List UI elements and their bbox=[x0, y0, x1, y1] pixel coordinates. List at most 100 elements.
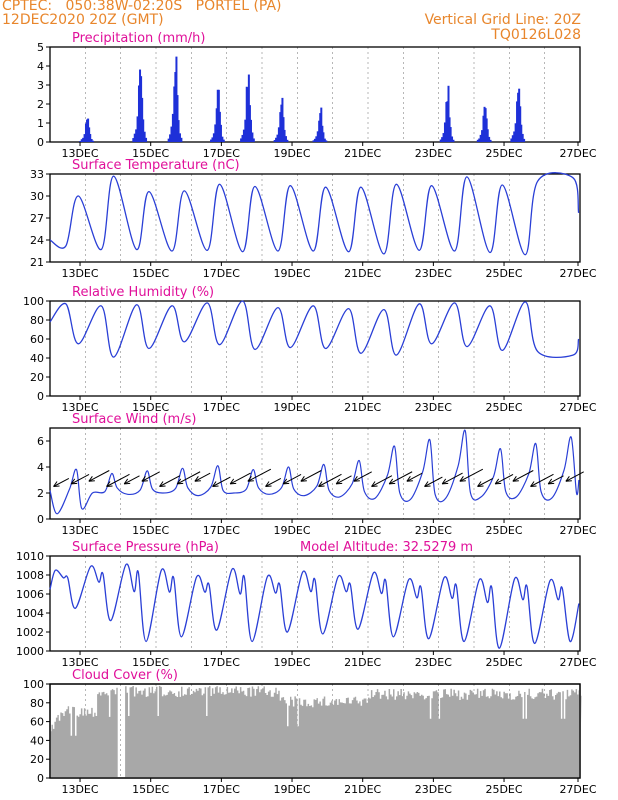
wind-arrow-head bbox=[441, 478, 449, 485]
precip-bar bbox=[523, 138, 526, 142]
precip-bar bbox=[281, 97, 284, 142]
cloud-cover-xtick-label: 13DEC bbox=[61, 783, 98, 796]
precip-bar bbox=[279, 112, 282, 142]
precip-bar bbox=[323, 138, 326, 142]
cloud-cover-area bbox=[50, 685, 582, 778]
temperature-xtick-label: 13DEC bbox=[61, 267, 98, 280]
wind-arrow bbox=[141, 471, 160, 482]
pressure-xtick-label: 17DEC bbox=[203, 656, 240, 669]
precip-bar bbox=[325, 140, 328, 142]
precipitation-ytick-label: 5 bbox=[37, 41, 44, 54]
wind-title: Surface Wind (m/s) bbox=[72, 412, 196, 427]
precip-bar bbox=[217, 89, 220, 142]
wind-arrow bbox=[53, 477, 70, 487]
precip-bar bbox=[318, 120, 321, 142]
precip-bar bbox=[511, 135, 514, 142]
wind-arrow-head bbox=[494, 478, 502, 485]
precip-bar bbox=[277, 127, 280, 142]
precipitation-xtick-label: 27DEC bbox=[559, 147, 596, 160]
precip-bar bbox=[88, 127, 91, 142]
humidity-xtick-label: 13DEC bbox=[61, 401, 98, 414]
temperature-ytick-label: 21 bbox=[30, 256, 44, 269]
header-grid-line: Vertical Grid Line: 20Z bbox=[424, 12, 581, 28]
pressure-xtick-label: 15DEC bbox=[132, 656, 169, 669]
precip-bar bbox=[142, 119, 145, 142]
wind-ytick-label: 4 bbox=[37, 461, 44, 474]
precip-bar bbox=[521, 133, 524, 142]
wind-arrow-head bbox=[530, 481, 537, 487]
precip-bar bbox=[246, 87, 249, 142]
wind-arrow bbox=[388, 471, 413, 485]
precip-bar bbox=[313, 138, 316, 142]
temperature-xtick-label: 19DEC bbox=[273, 267, 310, 280]
precipitation-xtick-label: 23DEC bbox=[415, 147, 452, 160]
wind-arrow bbox=[88, 470, 110, 482]
wind-arrow bbox=[512, 470, 534, 482]
precip-bar bbox=[442, 133, 445, 142]
precip-bar bbox=[449, 127, 452, 142]
precip-bar bbox=[86, 119, 89, 142]
wind-arrow bbox=[335, 475, 352, 485]
cloud-cover-xtick-label: 25DEC bbox=[485, 783, 522, 796]
pressure-ytick-label: 1000 bbox=[16, 645, 44, 658]
wind-ytick-label: 6 bbox=[37, 435, 44, 448]
precip-bar bbox=[443, 122, 446, 142]
wind-arrow-head bbox=[371, 481, 378, 487]
precip-bar bbox=[447, 85, 450, 142]
pressure-xtick-label: 13DEC bbox=[61, 656, 98, 669]
precip-bar bbox=[476, 139, 479, 142]
header-date: 12DEC2020 20Z (GMT) bbox=[2, 12, 164, 28]
cloud-cover-title: Cloud Cover (%) bbox=[72, 668, 178, 683]
wind-xtick-label: 23DEC bbox=[415, 524, 452, 537]
precip-bar bbox=[276, 134, 279, 142]
wind-arrow bbox=[441, 472, 463, 485]
wind-arrow-head bbox=[300, 476, 307, 482]
wind-arrow-head bbox=[70, 478, 78, 485]
precip-bar bbox=[452, 139, 455, 142]
precip-bar bbox=[520, 124, 523, 142]
precip-bar bbox=[518, 88, 521, 142]
cloud-cover-xtick-label: 27DEC bbox=[559, 783, 596, 796]
precipitation-ytick-label: 3 bbox=[37, 79, 44, 92]
precip-bar bbox=[315, 136, 318, 142]
wind-arrow bbox=[318, 473, 342, 487]
wind-arrow bbox=[265, 477, 282, 487]
precip-bar bbox=[245, 86, 248, 142]
wind-arrow-head bbox=[547, 478, 555, 485]
precipitation-xtick-label: 13DEC bbox=[61, 147, 98, 160]
wind-arrow-head bbox=[159, 481, 166, 487]
humidity-xtick-label: 19DEC bbox=[273, 401, 310, 414]
humidity-xtick-label: 25DEC bbox=[485, 401, 522, 414]
wind-arrow-head bbox=[106, 481, 113, 487]
wind-arrow bbox=[123, 475, 140, 485]
precip-bar bbox=[219, 124, 222, 142]
precip-bar bbox=[441, 137, 444, 142]
precip-bar bbox=[92, 140, 95, 142]
precipitation-xtick-label: 25DEC bbox=[485, 147, 522, 160]
cloud-cover-ytick-label: 20 bbox=[30, 753, 44, 766]
precip-bar bbox=[439, 139, 442, 142]
precip-bar bbox=[445, 102, 448, 142]
pressure-xtick-label: 23DEC bbox=[415, 656, 452, 669]
wind-arrow bbox=[229, 472, 251, 485]
precip-bar bbox=[80, 139, 83, 142]
precip-bar bbox=[280, 104, 283, 142]
humidity-title: Relative Humidity (%) bbox=[72, 285, 214, 300]
wind-speed-line bbox=[49, 429, 580, 515]
precip-bar bbox=[320, 107, 323, 142]
precip-bar bbox=[273, 140, 276, 142]
cloud-cover-ytick-label: 80 bbox=[30, 697, 44, 710]
pressure-series-line bbox=[49, 563, 580, 649]
precip-bar bbox=[145, 137, 148, 142]
precip-bar bbox=[247, 74, 250, 142]
humidity-ytick-label: 40 bbox=[30, 352, 44, 365]
temperature-xtick-label: 17DEC bbox=[203, 267, 240, 280]
wind-arrow bbox=[406, 472, 423, 482]
wind-xtick-label: 27DEC bbox=[559, 524, 596, 537]
humidity-xtick-label: 17DEC bbox=[203, 401, 240, 414]
cloud-cover-ytick-label: 0 bbox=[37, 772, 44, 785]
temperature-xtick-label: 21DEC bbox=[344, 267, 381, 280]
precip-bar bbox=[87, 118, 90, 142]
precip-bar bbox=[486, 129, 489, 142]
